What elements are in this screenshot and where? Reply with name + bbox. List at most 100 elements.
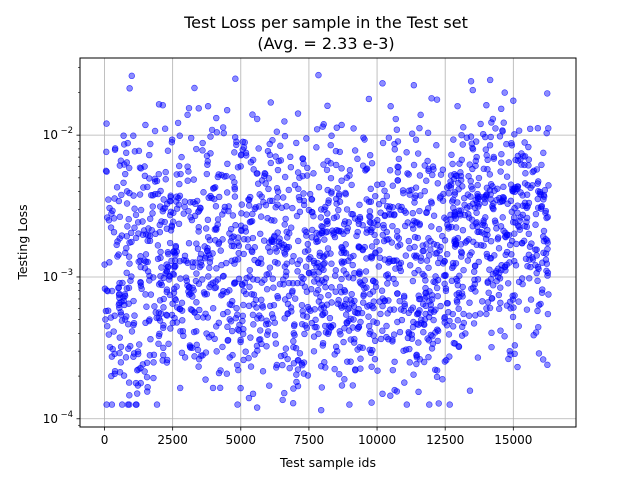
data-point: [161, 125, 169, 132]
data-point: [371, 355, 379, 363]
data-point: [346, 401, 353, 408]
data-point: [534, 195, 541, 203]
x-tick-label: 0: [101, 433, 109, 447]
data-point: [163, 288, 171, 296]
data-point: [398, 316, 406, 324]
data-point: [435, 225, 443, 233]
data-point: [307, 307, 314, 314]
data-point: [437, 302, 444, 310]
data-point: [417, 257, 425, 264]
data-point: [333, 347, 341, 355]
data-point: [200, 189, 207, 196]
plot-frame: [79, 57, 577, 428]
data-point: [421, 188, 428, 195]
data-point: [272, 153, 279, 160]
data-point: [251, 205, 258, 213]
data-point: [273, 185, 281, 192]
data-point: [116, 369, 124, 376]
data-point: [231, 149, 238, 156]
data-point: [257, 255, 265, 263]
data-point: [519, 280, 526, 288]
data-point: [522, 170, 529, 177]
data-point: [116, 294, 123, 301]
data-point: [450, 263, 457, 270]
data-point: [370, 304, 377, 312]
data-point: [123, 269, 130, 276]
data-point: [318, 223, 325, 230]
data-point: [320, 161, 327, 168]
data-point: [379, 390, 386, 397]
data-point: [413, 360, 420, 368]
data-point: [390, 306, 398, 313]
data-point: [483, 101, 490, 109]
data-point: [300, 359, 308, 366]
data-point: [296, 208, 304, 216]
data-point: [511, 205, 518, 212]
data-point: [223, 288, 231, 296]
data-point: [275, 242, 283, 249]
data-point: [126, 392, 133, 399]
data-point: [423, 257, 431, 264]
data-point: [177, 275, 184, 282]
data-point: [123, 285, 130, 292]
data-point: [281, 173, 289, 181]
data-point: [120, 141, 128, 148]
data-point: [242, 348, 249, 355]
data-point: [388, 239, 395, 246]
data-point: [172, 257, 179, 264]
data-point: [370, 298, 377, 305]
data-point: [223, 189, 231, 196]
data-point: [466, 299, 473, 306]
data-point: [313, 238, 320, 246]
data-point: [465, 173, 472, 180]
data-point: [137, 263, 144, 271]
data-point: [190, 287, 197, 294]
data-point: [283, 260, 290, 267]
data-point: [169, 218, 177, 225]
data-point: [150, 359, 157, 366]
data-point: [456, 160, 463, 167]
data-point: [108, 401, 116, 408]
data-point: [368, 363, 375, 370]
data-point: [150, 274, 157, 281]
data-point: [327, 141, 334, 149]
data-point: [167, 192, 174, 199]
data-point: [168, 223, 176, 231]
data-point: [424, 335, 431, 342]
data-point: [380, 221, 387, 229]
data-point: [223, 370, 231, 377]
data-point: [293, 139, 300, 147]
data-point: [417, 192, 424, 199]
data-point: [344, 358, 351, 365]
data-point: [385, 134, 393, 141]
data-point: [190, 176, 197, 183]
data-point: [495, 305, 503, 313]
data-point: [384, 280, 391, 287]
data-point: [247, 193, 254, 201]
data-point: [302, 263, 310, 270]
data-point: [173, 205, 181, 212]
data-point: [484, 231, 491, 239]
data-point: [451, 191, 458, 198]
data-point: [544, 90, 551, 97]
data-point: [372, 192, 379, 200]
data-point: [495, 245, 503, 252]
data-point: [499, 214, 506, 221]
data-point: [434, 292, 441, 300]
data-point: [391, 211, 398, 218]
data-point: [539, 356, 547, 363]
data-point: [393, 126, 401, 133]
y-tick-exponent: −3: [60, 268, 73, 278]
data-point: [207, 133, 214, 140]
data-point: [433, 373, 441, 381]
data-point: [281, 315, 288, 322]
data-point: [535, 350, 543, 357]
data-point: [424, 205, 432, 212]
data-point: [365, 95, 373, 103]
data-point: [250, 166, 257, 173]
data-point: [187, 214, 194, 221]
data-point: [514, 183, 522, 190]
data-point: [204, 247, 211, 255]
data-point: [454, 199, 461, 206]
data-point: [219, 236, 226, 243]
